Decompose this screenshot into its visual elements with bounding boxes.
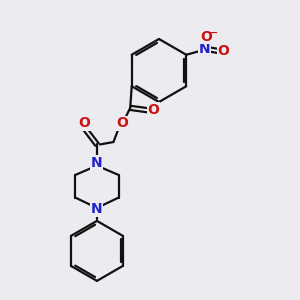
Text: O: O (200, 30, 212, 44)
Text: O: O (116, 116, 128, 130)
Text: N: N (91, 156, 103, 170)
Text: O: O (78, 116, 90, 130)
Text: O: O (148, 103, 160, 117)
Text: O: O (218, 44, 230, 58)
Text: N: N (199, 42, 211, 56)
Text: −: − (208, 27, 218, 40)
Text: N: N (91, 202, 103, 217)
